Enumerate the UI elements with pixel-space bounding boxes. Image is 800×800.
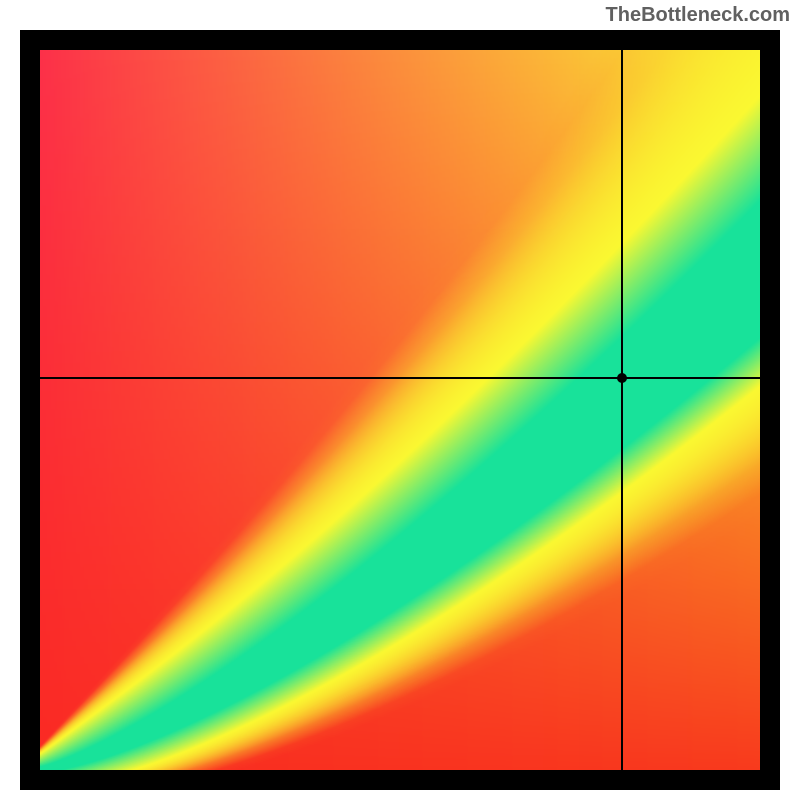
- crosshair-horizontal: [40, 377, 760, 379]
- watermark-text: TheBottleneck.com: [606, 4, 790, 27]
- plot-frame: [20, 30, 780, 790]
- crosshair-vertical: [621, 50, 623, 770]
- heatmap-canvas: [40, 50, 760, 770]
- crosshair-marker: [617, 373, 627, 383]
- figure-container: TheBottleneck.com: [0, 0, 800, 800]
